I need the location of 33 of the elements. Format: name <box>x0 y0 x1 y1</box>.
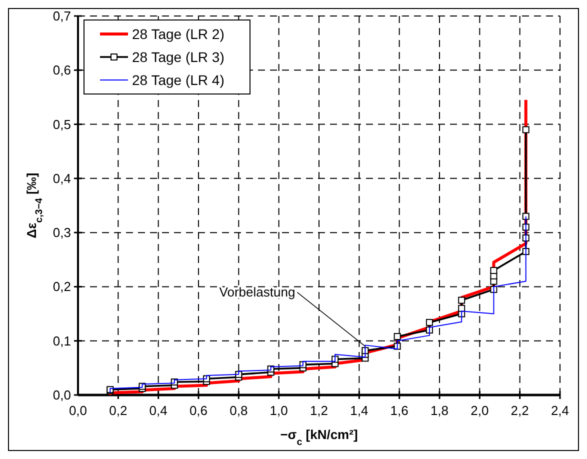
x-tick-label: 2,0 <box>470 403 489 418</box>
point <box>394 333 401 340</box>
x-tick-label: 0,2 <box>109 403 128 418</box>
y-tick-label: 0,0 <box>52 388 71 402</box>
x-tick-label: 0,0 <box>68 403 88 418</box>
x-tick-label: 0,6 <box>189 403 208 418</box>
y-tick-label: 0,6 <box>52 62 71 78</box>
y-tick-label: 0,1 <box>52 333 71 348</box>
x-tick-label: 1,6 <box>390 403 408 418</box>
y-tick-label: 0,7 <box>52 8 71 24</box>
point <box>522 126 530 134</box>
x-tick-label: 1,8 <box>430 403 449 418</box>
legend-label: 28 Tage (LR 4) <box>132 72 224 88</box>
x-tick-label: 0,8 <box>230 403 248 418</box>
point <box>426 318 433 326</box>
x-axis-title: −σ$_{c}$ [kN/cm²] <box>280 427 358 448</box>
annotation: Vorbelastung <box>219 284 296 300</box>
y-tick-label: 0,2 <box>52 279 71 294</box>
point <box>458 296 466 304</box>
point <box>458 304 466 312</box>
x-tick-label: 2,2 <box>510 403 529 418</box>
point <box>490 266 498 274</box>
x-tick-label: 1,0 <box>270 403 288 418</box>
y-tick-label: 0,5 <box>52 116 71 132</box>
legend-label: 28 Tage (LR 3) <box>132 49 224 65</box>
y-tick-label: 0,4 <box>52 170 71 186</box>
y-tick-label: 0,3 <box>52 225 71 240</box>
x-tick-label: 0,4 <box>149 403 168 418</box>
legend-label: 28 Tage (LR 2) <box>132 26 224 42</box>
x-tick-label: 1,2 <box>310 403 328 418</box>
point <box>522 212 530 220</box>
x-tick-label: 1,4 <box>350 403 368 418</box>
x-tick-label: 2,4 <box>550 403 570 418</box>
